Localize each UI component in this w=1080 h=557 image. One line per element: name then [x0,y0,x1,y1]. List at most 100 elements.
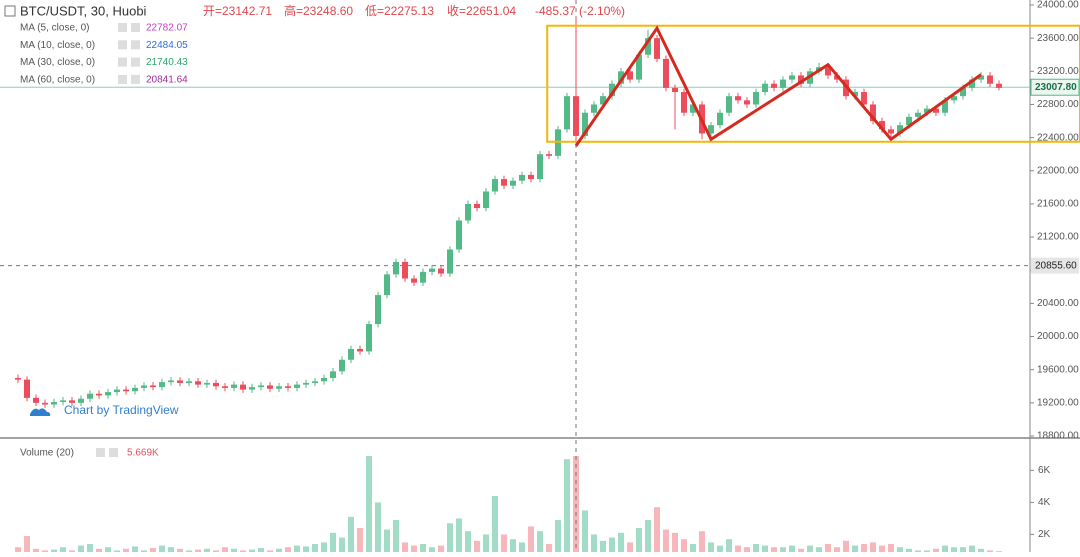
volume-bar [312,544,318,552]
y-tick-label: 21200.00 [1037,232,1079,243]
volume-tick-label: 4K [1038,497,1051,508]
candle-body [654,38,660,59]
candle-body [636,54,642,80]
volume-bar [843,540,849,552]
volume-bar [105,547,111,552]
last-price-label: 23007.80 [1035,82,1077,93]
candle-body [717,112,723,126]
volume-bar [519,542,525,552]
close-icon[interactable] [131,74,140,84]
volume-bar [429,547,435,552]
candle-body [69,400,75,403]
volume-bar [933,548,939,552]
candle-body [987,75,993,84]
volume-bar [168,547,174,552]
crosshair-box [1031,257,1079,274]
volume-bar [528,526,534,552]
candle-body [888,129,894,134]
settings-icon[interactable] [96,448,105,457]
volume-bar [465,531,471,552]
volume-bar [987,550,993,552]
volume-bar [600,540,606,552]
candle-body [60,400,66,403]
settings-icon[interactable] [118,57,127,67]
candle-body [492,179,498,192]
close-icon[interactable] [131,40,140,50]
volume-bar [636,528,642,552]
candle-body [753,92,759,105]
candle-body [789,75,795,80]
volume-bar [195,549,201,552]
candle-body [231,384,237,388]
candle-body [690,104,696,113]
y-tick-label: 24000.00 [1037,0,1079,11]
candle-body [510,180,516,186]
volume-bar [807,545,813,552]
candle-body [897,125,903,134]
volume-bar [330,532,336,552]
candle-body [438,268,444,274]
candle-body [762,83,768,93]
volume-tick-label: 2K [1038,529,1051,540]
close-icon[interactable] [131,23,140,32]
candle-body [708,125,714,134]
volume-bar [456,518,462,552]
ohlc-legend: 高=23248.60 [284,3,353,18]
candle-body [780,79,786,88]
settings-icon[interactable] [118,40,127,50]
candle-body [366,324,372,352]
candle-body [591,104,597,113]
volume-bar [735,545,741,552]
volume-bar [753,544,759,552]
candle-body [852,92,858,97]
candle-body [402,261,408,279]
volume-bar [825,544,831,552]
volume-bar [627,542,633,552]
settings-icon[interactable] [118,74,127,84]
candle-body [285,386,291,388]
candle-body [96,393,102,396]
volume-bar [357,528,363,552]
volume-bar [564,459,570,552]
volume-bar [690,544,696,552]
candle-body [501,179,507,186]
volume-bar [51,549,57,552]
candle-body [942,100,948,113]
volume-bar [285,547,291,552]
crosshair-label: 20855.60 [1035,260,1077,271]
candle-body [42,402,48,405]
volume-bar [942,545,948,552]
volume-bar [951,547,957,552]
volume-bar [960,547,966,552]
symbol-icon[interactable] [4,5,16,17]
candle-body [339,359,345,372]
candle-body [870,104,876,122]
candle-body [681,92,687,113]
close-icon[interactable] [109,448,118,457]
volume-bar [123,548,129,552]
volume-bar [276,548,282,552]
candle-body [267,385,273,389]
candle-body [312,381,318,383]
y-tick-label: 21600.00 [1037,199,1079,210]
candle-body [123,389,129,392]
candle-body [447,249,453,274]
volume-bar [483,534,489,552]
candle-body [141,385,147,388]
settings-icon[interactable] [118,23,127,32]
volume-bar [267,550,273,552]
candle-body [186,381,192,383]
volume-bar [294,545,300,552]
close-icon[interactable] [131,57,140,67]
candle-body [213,382,219,387]
volume-bar [852,545,858,552]
volume-bar [348,516,354,552]
range-box [546,24,1080,143]
volume-bar [132,546,138,552]
candle-body [906,116,912,126]
volume-bar [510,539,516,552]
volume-bar [699,531,705,552]
candle-body [51,402,57,405]
volume-bar [420,544,426,552]
